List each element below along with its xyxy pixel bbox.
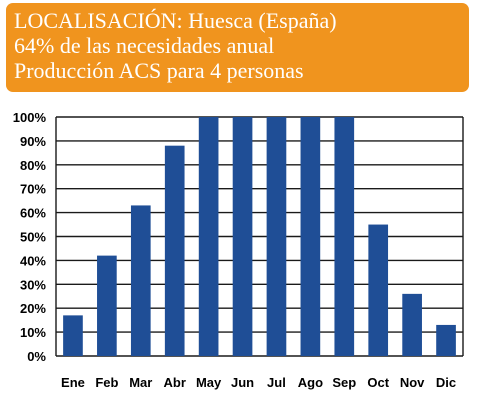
x-tick-label: Ago xyxy=(298,375,323,390)
x-tick-label: Jun xyxy=(231,375,254,390)
y-tick-label: 50% xyxy=(20,230,46,245)
y-tick-label: 100% xyxy=(13,110,47,125)
y-tick-label: 0% xyxy=(27,349,46,364)
bar xyxy=(368,224,389,356)
bar xyxy=(164,145,185,356)
x-tick-label: May xyxy=(196,375,222,390)
y-tick-label: 60% xyxy=(20,206,46,221)
x-tick-label: Oct xyxy=(367,375,389,390)
title-banner: LOCALISACIÓN: Huesca (España) 64% de las… xyxy=(6,3,469,92)
y-tick-label: 20% xyxy=(20,301,46,316)
bar xyxy=(402,293,422,356)
y-tick-label: 40% xyxy=(20,253,46,268)
bar xyxy=(97,255,117,356)
bar xyxy=(63,315,83,356)
title-coverage: 64% de las necesidades anual xyxy=(14,33,275,58)
x-tick-label: Mar xyxy=(129,375,152,390)
y-tick-label: 70% xyxy=(20,182,46,197)
bar xyxy=(266,117,287,356)
bar xyxy=(232,117,253,356)
x-tick-label: Jul xyxy=(267,375,286,390)
bar xyxy=(334,117,355,356)
x-tick-label: Ene xyxy=(61,375,85,390)
bar xyxy=(130,205,151,356)
y-tick-label: 30% xyxy=(20,277,46,292)
bar xyxy=(198,117,219,356)
bar xyxy=(300,117,321,356)
bar xyxy=(436,324,456,356)
title-location: LOCALISACIÓN: Huesca (España) xyxy=(14,8,337,33)
x-tick-label: Dic xyxy=(436,375,456,390)
bar-chart: 0% 10% 20% 30% 40% 50% 60% 70% 80% 90% 100% Ene Feb M… xyxy=(13,110,464,390)
x-tick-label: Abr xyxy=(164,375,186,390)
x-tick-label: Nov xyxy=(400,375,425,390)
x-tick-label: Sep xyxy=(332,375,356,390)
title-production: Producción ACS para 4 personas xyxy=(14,58,304,83)
x-tick-label: Feb xyxy=(95,375,118,390)
y-tick-label: 90% xyxy=(20,134,46,149)
y-tick-label: 10% xyxy=(20,325,46,340)
y-tick-label: 80% xyxy=(20,158,46,173)
chart-area: 0% 10% 20% 30% 40% 50% 60% 70% 80% 90% 100% Ene Feb M… xyxy=(0,100,479,411)
